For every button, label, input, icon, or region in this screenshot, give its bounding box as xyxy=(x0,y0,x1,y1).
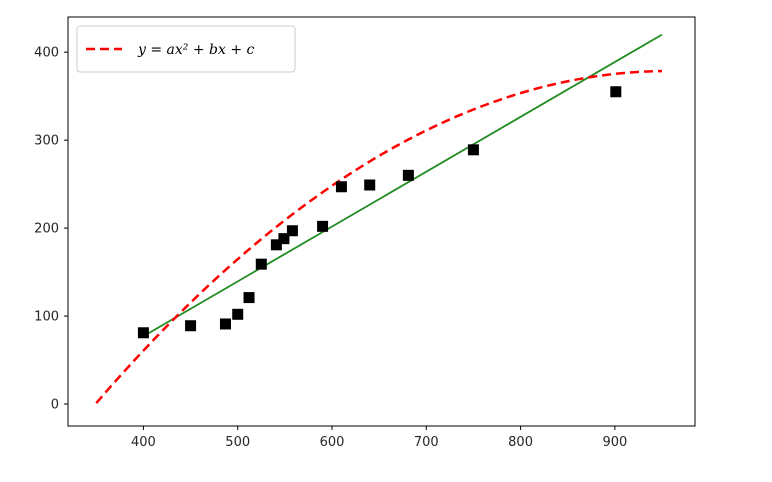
data-point xyxy=(402,169,414,181)
data-point xyxy=(286,225,298,237)
x-tick-label: 500 xyxy=(225,435,250,450)
data-point xyxy=(610,86,622,98)
axes-frame xyxy=(67,16,696,427)
x-tick-label: 900 xyxy=(602,435,627,450)
y-axis: 0 100 200 300 400 xyxy=(34,46,68,413)
legend-box xyxy=(76,25,296,73)
x-axis: 400 500 600 700 800 900 xyxy=(131,426,627,450)
x-tick-label: 600 xyxy=(320,435,345,450)
y-tick-label: 300 xyxy=(34,134,59,149)
data-point xyxy=(278,233,290,245)
y-tick-label: 200 xyxy=(34,222,59,237)
data-point xyxy=(467,144,479,156)
x-tick-label: 800 xyxy=(508,435,533,450)
data-point xyxy=(219,318,231,330)
y-tick-label: 400 xyxy=(34,46,59,61)
data-point xyxy=(243,292,255,304)
data-point xyxy=(364,179,376,191)
legend: y = ax² + bx + c xyxy=(76,25,296,73)
y-tick-label: 100 xyxy=(34,310,59,325)
data-point xyxy=(255,258,267,270)
data-point xyxy=(137,327,149,339)
legend-quadratic-label: y = ax² + bx + c xyxy=(137,42,255,58)
data-point xyxy=(317,220,329,232)
x-tick-label: 400 xyxy=(131,435,156,450)
y-tick-label: 0 xyxy=(51,398,59,413)
data-point xyxy=(232,308,244,320)
data-point xyxy=(270,239,282,251)
plot-area xyxy=(95,33,663,404)
x-tick-label: 700 xyxy=(414,435,439,450)
data-point xyxy=(335,181,347,193)
linear-fit-line xyxy=(142,33,663,338)
quadratic-fit-curve xyxy=(95,69,663,404)
data-point xyxy=(185,320,197,332)
